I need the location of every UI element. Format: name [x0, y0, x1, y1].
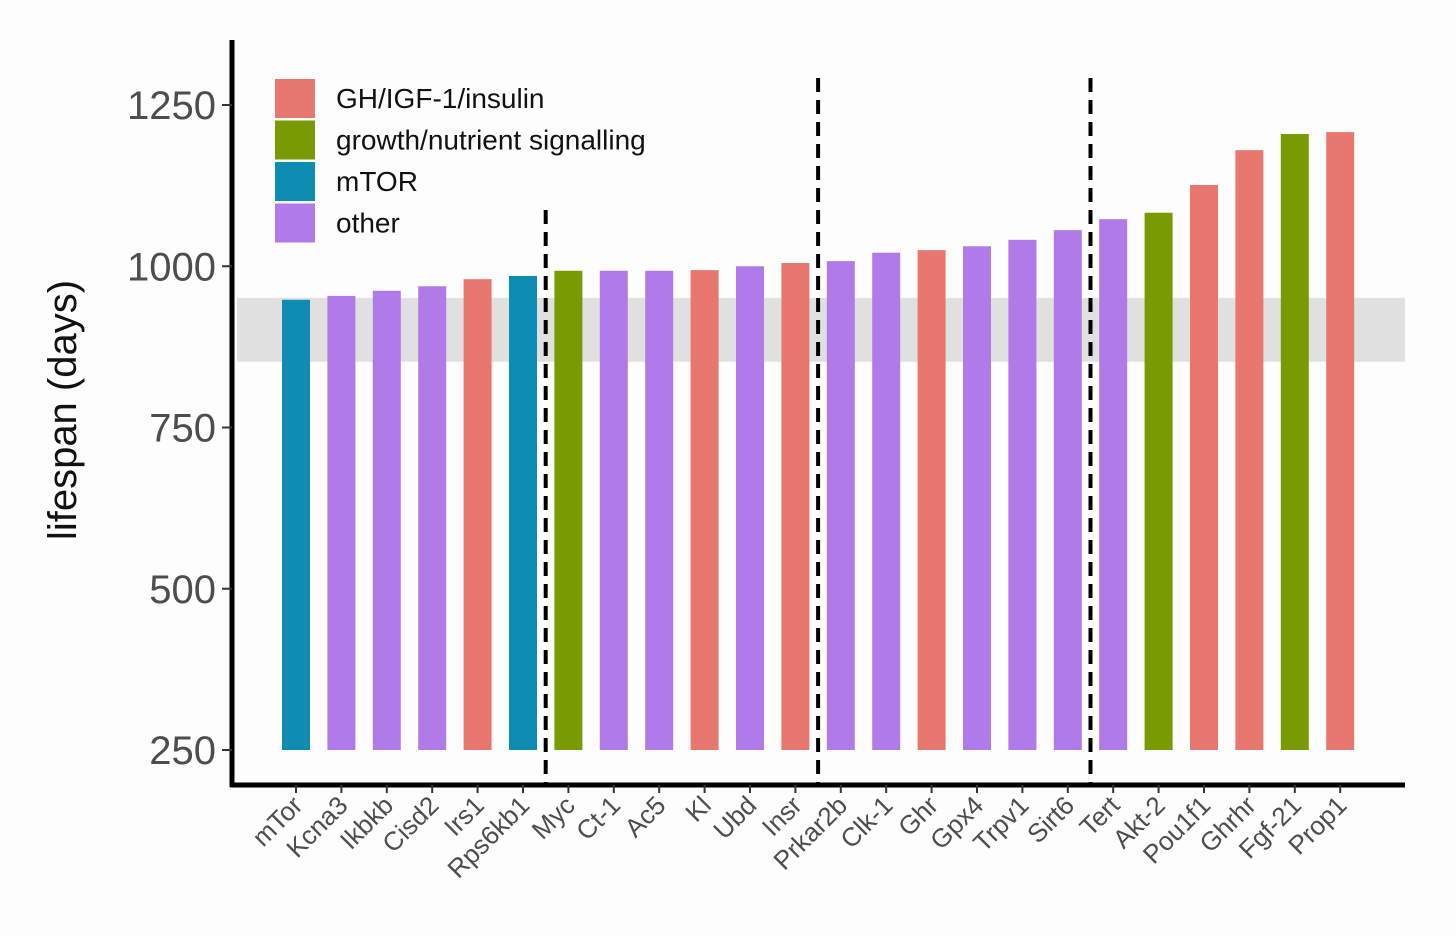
- bar-akt-2: [1144, 212, 1173, 751]
- bar-ct-1: [599, 270, 628, 750]
- reference-band: [237, 297, 1405, 362]
- bar-irs1: [463, 279, 492, 750]
- bar-myc: [554, 270, 583, 750]
- bar-ikbkb: [372, 290, 401, 750]
- bar-kcna3: [327, 295, 356, 750]
- legend-label-growth: growth/nutrient signalling: [336, 125, 646, 156]
- x-tick-label: Sirt6: [1021, 790, 1080, 849]
- y-tick-label: 1250: [127, 84, 216, 128]
- bar-ghr: [917, 250, 946, 750]
- legend-swatch-mtor: [275, 162, 315, 201]
- x-tick-label: Clk-1: [834, 790, 898, 854]
- bar-cisd2: [418, 286, 447, 750]
- x-tick-label: Ubd: [707, 790, 762, 845]
- y-axis-title: lifespan (days): [41, 280, 85, 540]
- legend-label-mtor: mTOR: [336, 166, 418, 197]
- bar-clk-1: [872, 252, 901, 750]
- x-tick-label: Ct-1: [570, 790, 626, 846]
- bar-fgf-21: [1280, 134, 1309, 750]
- bar-kl: [690, 270, 719, 750]
- bar-rps6kb1: [509, 275, 537, 750]
- bar-insr: [781, 263, 810, 750]
- bar-mtor: [282, 299, 310, 750]
- bar-trpv1: [1008, 239, 1037, 750]
- bar-prkar2b: [826, 261, 855, 750]
- bar-ghrhr: [1235, 150, 1264, 750]
- x-tick-label: Ac5: [619, 790, 672, 843]
- legend-swatch-other: [275, 203, 315, 243]
- legend-label-other: other: [336, 208, 400, 239]
- legend-label-gh: GH/IGF-1/insulin: [336, 83, 545, 114]
- legend-swatch-growth: [275, 120, 315, 160]
- bar-ubd: [736, 266, 764, 750]
- legend: GH/IGF-1/insulin growth/nutrient signalli…: [275, 79, 646, 243]
- bar-gpx4: [963, 246, 991, 750]
- x-tick-label: Myc: [526, 790, 581, 845]
- bar-prop1: [1326, 132, 1355, 751]
- bar-pou1f1: [1190, 184, 1218, 751]
- bar-tert: [1099, 219, 1128, 751]
- y-tick-label: 250: [149, 729, 216, 773]
- bar-sirt6: [1053, 230, 1082, 750]
- y-tick-label: 1000: [127, 245, 216, 289]
- bar-ac5: [645, 270, 674, 750]
- legend-swatch-gh: [275, 79, 315, 118]
- y-tick-label: 750: [149, 407, 216, 451]
- y-tick-label: 500: [149, 568, 216, 612]
